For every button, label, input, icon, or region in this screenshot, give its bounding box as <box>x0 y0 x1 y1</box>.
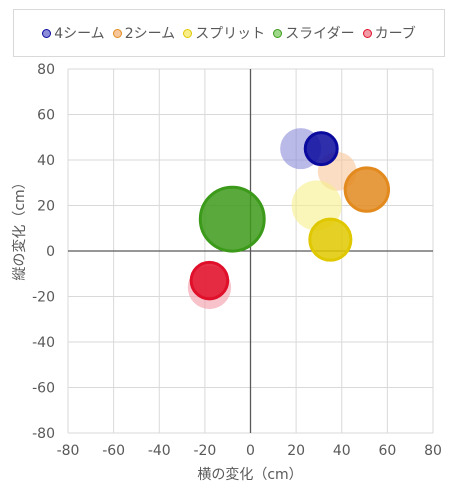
legend-item-curve: カーブ <box>362 23 416 43</box>
x-tick-label: 40 <box>333 443 351 459</box>
legend-item-split: スプリット <box>183 23 265 43</box>
legend-label: カーブ <box>374 26 416 42</box>
y-tick-label: -20 <box>32 290 55 306</box>
legend-label: スプリット <box>195 26 266 42</box>
legend-label: 4シーム <box>54 26 105 42</box>
data-point <box>198 185 266 253</box>
legend-label: 2シーム <box>124 26 176 42</box>
data-point <box>343 166 391 213</box>
y-axis-label: 縦の変化（cm） <box>11 175 28 280</box>
legend-label: スライダー <box>285 26 355 42</box>
y-tick-label: -40 <box>32 335 55 351</box>
x-tick-label: -20 <box>193 443 216 459</box>
y-tick-label: 0 <box>46 244 55 260</box>
x-tick-label: 20 <box>287 443 305 459</box>
legend-marker-icon <box>183 28 193 38</box>
legend-marker-icon <box>362 28 372 38</box>
legend-item-2seam: 2シーム <box>112 23 176 43</box>
x-tick-label: -60 <box>102 443 125 459</box>
data-point <box>189 260 230 301</box>
y-tick-labels: 80 60 40 20 0 -20 -40 -60 -80 <box>32 62 55 442</box>
y-tick-label: -60 <box>32 381 55 397</box>
x-tick-label: 60 <box>378 443 396 459</box>
legend-marker-icon <box>42 28 52 38</box>
y-tick-label: 80 <box>37 62 55 78</box>
legend-marker-icon <box>273 28 283 38</box>
x-tick-label: 0 <box>246 443 255 459</box>
y-tick-label: -80 <box>32 426 55 442</box>
x-axis-label: 横の変化（cm） <box>197 466 302 483</box>
y-tick-label: 40 <box>37 153 55 169</box>
x-tick-label: -40 <box>148 443 171 459</box>
legend-marker-icon <box>112 28 122 38</box>
x-tick-label: 80 <box>424 443 442 459</box>
data-points <box>187 128 391 310</box>
y-tick-label: 60 <box>37 108 55 124</box>
data-point <box>308 217 353 262</box>
legend: 4シーム 2シーム スプリット スライダー カーブ <box>13 9 445 57</box>
x-tick-label: -80 <box>57 443 80 459</box>
x-tick-labels: -80 -60 -40 -20 0 20 40 60 80 <box>57 443 442 459</box>
legend-item-slider: スライダー <box>273 23 355 43</box>
axes <box>68 69 433 433</box>
y-tick-label: 20 <box>37 199 55 215</box>
data-point <box>303 131 339 167</box>
legend-item-4seam: 4シーム <box>42 23 105 43</box>
